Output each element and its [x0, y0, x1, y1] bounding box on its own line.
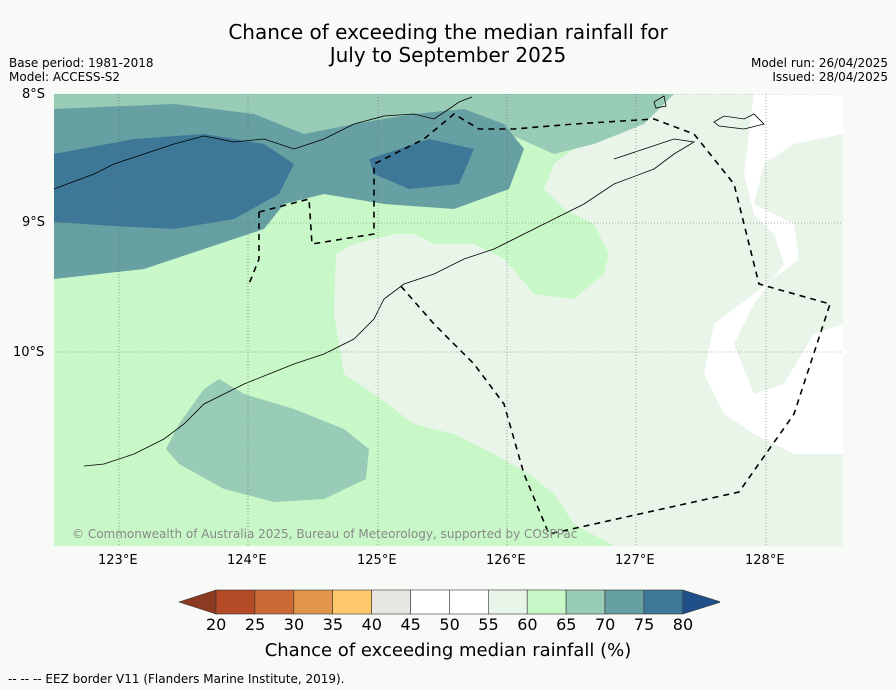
colorbar	[178, 589, 720, 615]
zone-65-70-south	[166, 379, 369, 502]
colorbar-title: Chance of exceeding median rainfall (%)	[264, 640, 632, 661]
zone-55-60	[334, 94, 843, 546]
colorbar-tick-label: 20	[206, 615, 227, 634]
zone-75-80	[54, 134, 294, 229]
colorbar-tick-label: 65	[556, 615, 577, 634]
colorbar-tick-label: 55	[478, 615, 499, 634]
rainfall-map	[54, 94, 843, 546]
colorbar-arrow-low	[178, 589, 217, 615]
issued-date: Issued: 28/04/2025	[772, 70, 888, 84]
copyright-notice: © Commonwealth of Australia 2025, Bureau…	[72, 527, 578, 541]
model-run: Model run: 26/04/2025	[750, 56, 888, 70]
colorbar-cell	[487, 589, 528, 615]
map-title-line1: Chance of exceeding the median rainfall …	[228, 20, 668, 44]
lon-label-126e: 126°E	[486, 553, 526, 568]
lon-label-123e: 123°E	[98, 553, 138, 568]
lon-label-124e: 124°E	[227, 553, 267, 568]
colorbar-tick-label: 80	[672, 615, 694, 634]
colorbar-cell	[449, 589, 489, 615]
lat-label-8s: 8°S	[22, 87, 46, 102]
colorbar-cell	[332, 589, 372, 615]
eez-border	[248, 113, 832, 535]
lon-label-128e: 128°E	[745, 553, 785, 568]
colorbar-cell	[565, 589, 606, 615]
lat-label-10s: 10°S	[13, 345, 45, 360]
base-period: Base period: 1981-2018	[9, 56, 154, 70]
colorbar-tick-label: 45	[400, 615, 421, 634]
graticule	[54, 94, 843, 546]
colorbar-cell	[215, 589, 256, 615]
colorbar-cell	[293, 589, 334, 615]
colorbar-cell	[604, 589, 645, 615]
coastline	[54, 96, 696, 467]
colorbar-tick-label: 75	[633, 615, 655, 634]
lon-label-127e: 127°E	[615, 553, 655, 568]
colorbar-tick-label: 50	[439, 615, 460, 634]
colorbar-tick-label: 70	[595, 615, 616, 634]
island-outline	[653, 95, 765, 130]
colorbar-cell	[254, 589, 295, 615]
colorbar-tick-label: 30	[283, 615, 305, 634]
eez-legend-note: -- -- -- EEZ border V11 (Flanders Marine…	[8, 672, 345, 686]
model-name: Model: ACCESS-S2	[9, 70, 121, 84]
colorbar-tick-label: 40	[361, 615, 382, 634]
zone-50-55	[704, 94, 843, 454]
lon-label-125e: 125°E	[357, 553, 397, 568]
colorbar-cell	[526, 589, 567, 615]
colorbar-cell	[643, 589, 684, 615]
lat-label-9s: 9°S	[22, 215, 46, 230]
colorbar-tick-label: 60	[517, 615, 538, 634]
colorbar-tick-label: 25	[244, 615, 266, 634]
map-title-line2: July to September 2025	[329, 43, 567, 67]
colorbar-tick-label: 35	[322, 615, 344, 634]
zone-75-80-east	[369, 139, 474, 189]
colorbar-arrow-high	[682, 589, 720, 615]
colorbar-cell	[371, 589, 411, 615]
colorbar-cell	[410, 589, 450, 615]
